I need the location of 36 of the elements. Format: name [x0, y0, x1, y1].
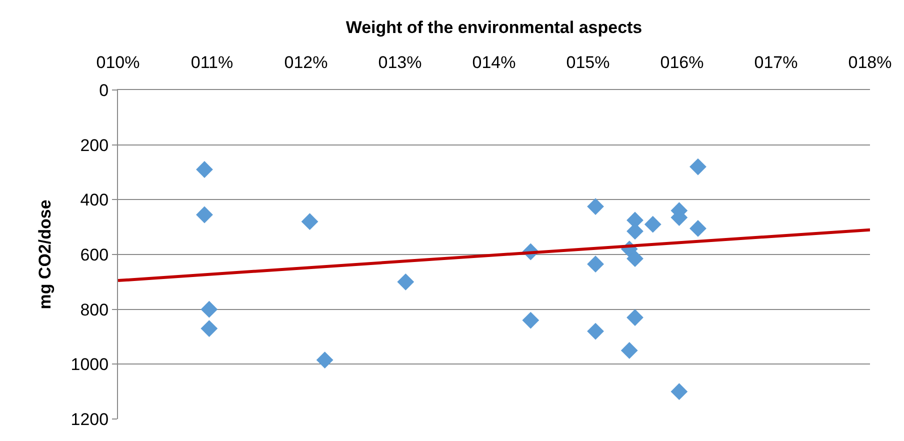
- point: [522, 312, 540, 329]
- point: [620, 342, 638, 359]
- point: [587, 322, 604, 340]
- y-tick-label: 0: [99, 80, 109, 100]
- point: [196, 206, 213, 224]
- x-tick-label: 016%: [660, 53, 704, 72]
- y-tick-label: 400: [80, 190, 109, 210]
- point: [670, 383, 688, 400]
- point: [626, 250, 644, 268]
- point: [690, 220, 706, 237]
- point: [196, 161, 213, 178]
- point: [690, 158, 706, 176]
- x-tick-label: 012%: [284, 53, 328, 72]
- point: [644, 216, 662, 233]
- point: [587, 198, 604, 215]
- x-tick-label: 010%: [96, 53, 140, 72]
- y-tick-label: 600: [80, 245, 109, 264]
- point: [316, 352, 334, 368]
- x-tick-label: 011%: [190, 53, 234, 72]
- y-tick-label: 1200: [70, 410, 109, 429]
- y-tick-label: 200: [80, 136, 109, 155]
- x-tick-label: 015%: [566, 53, 610, 72]
- x-tick-label: 018%: [848, 53, 892, 72]
- x-tick-label: 013%: [378, 53, 422, 72]
- point: [200, 320, 218, 337]
- point: [301, 213, 318, 230]
- y-axis-title: mg CO2/dose: [35, 200, 54, 310]
- point: [587, 256, 604, 273]
- point: [200, 300, 218, 318]
- x-tick-label: 017%: [754, 53, 798, 72]
- point: [397, 273, 414, 290]
- x-axis-title: Weight of the environmental aspects: [346, 18, 642, 37]
- y-tick-label: 1000: [70, 355, 109, 374]
- x-tick-label: 014%: [472, 53, 516, 72]
- y-tick-label: 800: [80, 300, 109, 320]
- point: [626, 309, 644, 326]
